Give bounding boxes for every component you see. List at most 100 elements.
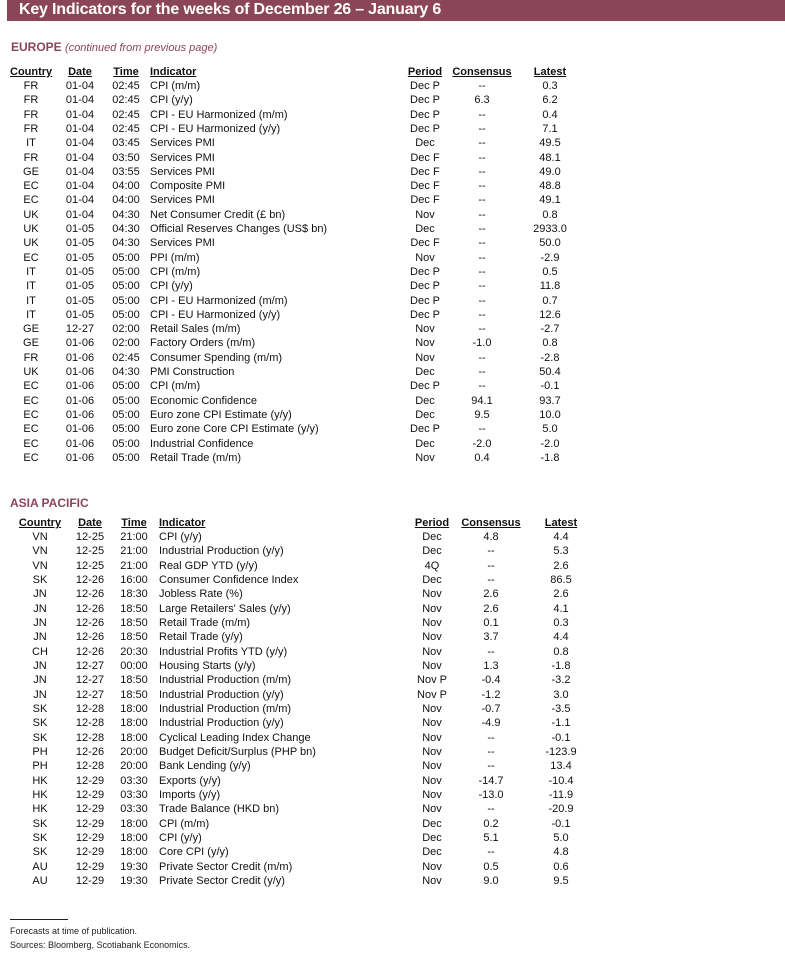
cell-date: 01-04 [65, 137, 95, 150]
cell-date: 12-26 [75, 645, 105, 658]
cell-date: 12-28 [75, 731, 105, 744]
cell-date: 12-29 [75, 774, 105, 787]
cell-time: 18:50 [120, 688, 148, 701]
cell-period: Dec [415, 223, 435, 235]
cell-time: 18:00 [120, 817, 148, 830]
cell-period: Nov [422, 616, 442, 629]
cell-consensus: -- [487, 645, 495, 658]
table-row: JN 12-26 18:30 Jobless Rate (%) Nov 2.6 2.6 [0, 587, 785, 601]
table-row: UK 01-06 04:30 PMI Construction Dec -- 50.4 [0, 365, 785, 379]
cell-indicator: Official Reserves Changes (US$ bn) [150, 223, 328, 235]
cell-date: 12-26 [75, 745, 105, 758]
cell-latest: 49.0 [539, 165, 561, 178]
cell-country: SK [32, 731, 48, 744]
cell-time: 21:00 [120, 559, 148, 572]
table-row: JN 12-27 18:50 Industrial Production (m/m) N… [0, 673, 785, 687]
cell-latest: 7.1 [542, 122, 558, 135]
cell-latest: -3.5 [551, 702, 571, 715]
cell-period: Nov [422, 874, 442, 887]
header-latest: Latest [544, 517, 578, 529]
cell-country: SK [32, 573, 48, 586]
table-row: EC 01-04 04:00 Services PMI Dec F -- 49.1 [0, 193, 785, 207]
cell-time: 02:00 [112, 337, 140, 350]
cell-consensus: -- [478, 280, 486, 293]
cell-country: EC [23, 251, 39, 264]
cell-country: VN [32, 559, 48, 572]
cell-indicator: Industrial Confidence [150, 437, 254, 450]
cell-indicator: Real GDP YTD (y/y) [159, 559, 258, 572]
cell-period: Nov [422, 717, 442, 730]
cell-country: JN [33, 674, 47, 687]
table-row: IT 01-05 05:00 CPI - EU Harmonized (m/m) Dec… [0, 294, 785, 308]
table-row: EC 01-06 05:00 Euro zone CPI Estimate (y/y)… [0, 408, 785, 422]
cell-latest: -2.8 [540, 351, 560, 364]
cell-latest: 12.6 [539, 308, 561, 321]
cell-country: IT [26, 294, 36, 307]
cell-indicator: Core CPI (y/y) [159, 846, 229, 859]
cell-country: SK [32, 846, 48, 859]
cell-date: 01-04 [65, 165, 95, 178]
table-row: UK 01-05 04:30 Official Reserves Changes (U… [0, 222, 785, 236]
cell-consensus: -- [478, 351, 486, 364]
cell-country: SK [32, 717, 48, 730]
cell-period: Nov [422, 659, 442, 672]
cell-latest: 0.5 [542, 265, 558, 278]
cell-latest: 0.6 [553, 860, 569, 873]
cell-date: 12-26 [75, 602, 105, 615]
cell-date: 12-27 [75, 674, 105, 687]
cell-date: 01-04 [65, 194, 95, 207]
cell-date: 12-26 [75, 588, 105, 601]
cell-indicator: Consumer Spending (m/m) [150, 351, 283, 364]
cell-consensus: 9.5 [474, 408, 490, 421]
cell-time: 02:45 [112, 351, 140, 364]
cell-latest: 5.3 [553, 545, 569, 558]
cell-date: 12-26 [75, 573, 105, 586]
cell-period: Dec [422, 846, 442, 859]
cell-date: 12-27 [75, 688, 105, 701]
cell-country: FR [23, 108, 39, 121]
cell-date: 12-29 [75, 846, 105, 859]
header-indicator: Indicator [150, 66, 197, 78]
table-row: JN 12-27 00:00 Housing Starts (y/y) Nov 1.3 -1… [0, 659, 785, 673]
table-row: PH 12-26 20:00 Budget Deficit/Surplus (PHP … [0, 745, 785, 759]
cell-date: 12-29 [75, 860, 105, 873]
cell-country: IT [26, 280, 36, 293]
cell-country: GE [23, 165, 39, 178]
cell-country: AU [32, 874, 48, 887]
cell-period: Nov [422, 774, 442, 787]
cell-latest: 49.1 [539, 194, 561, 207]
cell-time: 03:30 [120, 788, 148, 801]
cell-period: Dec P [410, 94, 440, 107]
cell-indicator: Exports (y/y) [159, 774, 221, 787]
cell-indicator: Factory Orders (m/m) [150, 337, 256, 350]
cell-period: Dec [422, 573, 442, 586]
cell-consensus: 4.8 [483, 531, 499, 543]
cell-period: Dec [415, 137, 435, 150]
table-header: Country Date Time Indicator Period Consensus L… [0, 516, 785, 530]
cell-date: 12-25 [75, 545, 105, 558]
cell-period: Nov [422, 588, 442, 601]
table-row: GE 01-04 03:55 Services PMI Dec F -- 49.0 [0, 165, 785, 179]
table-row: JN 12-26 18:50 Retail Trade (m/m) Nov 0.1 0.3 [0, 616, 785, 630]
cell-latest: 86.5 [550, 573, 572, 586]
cell-indicator: Services PMI [150, 194, 215, 207]
cell-country: EC [23, 437, 39, 450]
cell-indicator: Consumer Confidence Index [159, 573, 299, 586]
cell-country: EC [23, 408, 39, 421]
cell-time: 18:00 [120, 831, 148, 844]
cell-latest: -10.4 [548, 774, 574, 787]
cell-date: 01-06 [65, 366, 95, 378]
cell-indicator: CPI (y/y) [159, 831, 202, 844]
cell-indicator: Bank Lending (y/y) [159, 760, 251, 773]
cell-consensus: 1.3 [483, 659, 499, 672]
cell-consensus: -- [478, 194, 486, 207]
cell-consensus: -- [478, 208, 486, 221]
cell-period: Dec P [410, 380, 440, 393]
cell-time: 18:00 [120, 702, 148, 715]
page-title: Key Indicators for the weeks of December… [19, 1, 442, 18]
cell-time: 02:45 [112, 122, 140, 135]
cell-date: 12-26 [75, 616, 105, 629]
cell-time: 03:55 [112, 165, 140, 178]
table-row: IT 01-05 05:00 CPI (y/y) Dec P -- 11.8 [0, 279, 785, 293]
cell-period: Dec [422, 545, 442, 558]
